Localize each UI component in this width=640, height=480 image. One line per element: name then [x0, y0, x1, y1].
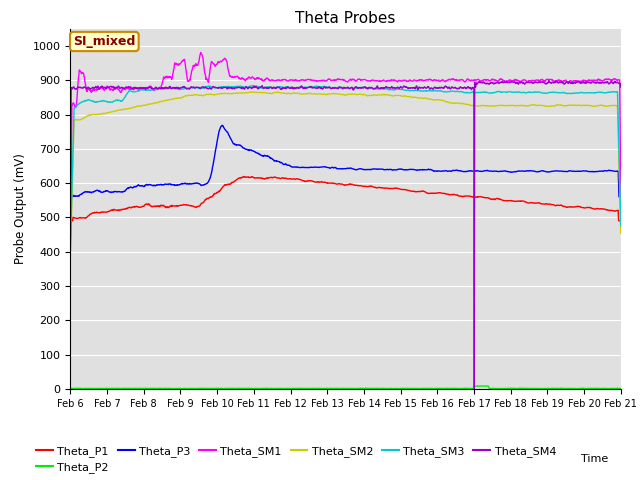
- Theta_P3: [312, 164, 319, 170]
- Title: Theta Probes: Theta Probes: [296, 11, 396, 26]
- Theta_SM1: [322, 78, 330, 84]
- Theta_SM1: [312, 78, 319, 84]
- Theta_SM4: [470, 386, 478, 392]
- Theta_SM4: [300, 85, 308, 91]
- Theta_P2: [132, 385, 140, 391]
- Theta_SM2: [312, 91, 319, 97]
- Theta_SM3: [250, 83, 257, 88]
- Theta_P3: [109, 190, 117, 195]
- Theta_SM1: [67, 247, 74, 252]
- Theta_P2: [109, 385, 117, 391]
- Theta_P3: [300, 165, 308, 170]
- Theta_P3: [132, 184, 140, 190]
- Theta_P1: [300, 178, 308, 184]
- Theta_SM4: [321, 84, 329, 90]
- Theta_SM1: [109, 86, 117, 92]
- Theta_SM4: [617, 84, 625, 90]
- Theta_P1: [380, 185, 388, 191]
- Theta_P2: [312, 385, 319, 391]
- Theta_P3: [322, 164, 330, 170]
- Theta_SM1: [132, 85, 140, 91]
- Theta_P3: [67, 194, 74, 200]
- Legend: Theta_P1, Theta_P2, Theta_P3, Theta_SM1, Theta_SM2, Theta_SM3, Theta_SM4: Theta_P1, Theta_P2, Theta_P3, Theta_SM1,…: [32, 441, 561, 478]
- Text: SI_mixed: SI_mixed: [73, 35, 136, 48]
- Theta_P1: [132, 204, 140, 210]
- Theta_SM3: [109, 99, 117, 105]
- Theta_SM3: [67, 246, 74, 252]
- Theta_P2: [617, 386, 625, 392]
- Theta_SM3: [380, 86, 388, 92]
- Line: Theta_SM1: Theta_SM1: [70, 52, 621, 250]
- Text: Time: Time: [580, 454, 608, 464]
- Theta_P3: [380, 167, 388, 173]
- Theta_P1: [617, 218, 625, 224]
- Theta_P3: [218, 122, 226, 128]
- Theta_SM2: [617, 230, 625, 236]
- Theta_SM2: [251, 89, 259, 95]
- Theta_SM1: [197, 49, 205, 55]
- Theta_SM2: [132, 104, 140, 110]
- Line: Theta_P3: Theta_P3: [70, 125, 621, 197]
- Theta_P2: [178, 386, 186, 392]
- Theta_SM3: [617, 223, 625, 228]
- Theta_P1: [312, 180, 319, 185]
- Theta_SM3: [312, 83, 319, 89]
- Theta_P1: [109, 207, 117, 213]
- Y-axis label: Probe Output (mV): Probe Output (mV): [14, 154, 27, 264]
- Theta_P2: [471, 383, 479, 389]
- Theta_SM2: [322, 92, 330, 97]
- Theta_SM1: [380, 77, 388, 83]
- Line: Theta_SM2: Theta_SM2: [70, 92, 621, 255]
- Theta_P2: [322, 385, 330, 391]
- Line: Theta_P2: Theta_P2: [70, 386, 621, 389]
- Theta_SM2: [67, 252, 74, 258]
- Theta_SM3: [322, 84, 330, 90]
- Theta_SM3: [300, 84, 308, 90]
- Theta_P1: [322, 180, 330, 185]
- Theta_SM2: [109, 108, 117, 114]
- Theta_P2: [300, 385, 308, 391]
- Theta_SM4: [312, 85, 319, 91]
- Theta_P1: [240, 174, 248, 180]
- Line: Theta_SM3: Theta_SM3: [70, 85, 621, 249]
- Theta_SM1: [617, 193, 625, 199]
- Theta_SM3: [132, 89, 140, 95]
- Theta_SM1: [300, 78, 308, 84]
- Theta_SM2: [380, 92, 388, 97]
- Line: Theta_SM4: Theta_SM4: [70, 81, 621, 389]
- Theta_SM4: [109, 84, 117, 90]
- Theta_P1: [67, 218, 74, 224]
- Theta_SM4: [132, 85, 140, 91]
- Theta_SM2: [300, 91, 308, 96]
- Theta_SM4: [67, 235, 74, 240]
- Theta_SM4: [380, 85, 387, 91]
- Line: Theta_P1: Theta_P1: [70, 177, 621, 221]
- Theta_SM4: [545, 78, 553, 84]
- Theta_P2: [380, 385, 388, 391]
- Theta_P3: [617, 194, 625, 200]
- Theta_P2: [67, 385, 74, 391]
